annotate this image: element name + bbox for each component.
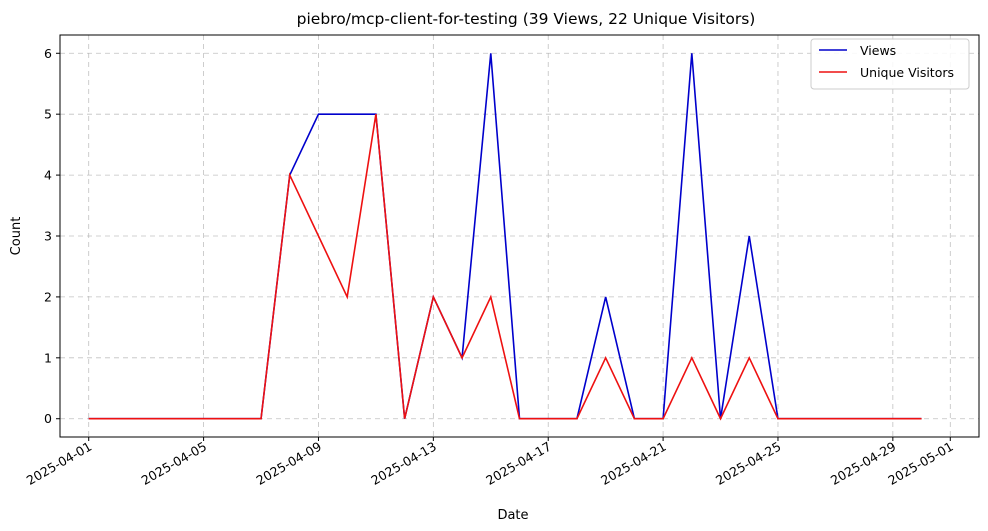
y-tick-label: 0 [44,411,52,426]
y-tick-label: 1 [44,350,52,365]
legend: Views Unique Visitors [810,38,970,90]
chart-title: piebro/mcp-client-for-testing (39 Views,… [297,10,756,28]
y-tick-label: 5 [44,107,52,122]
series-lines [88,53,922,421]
legend-label-unique-visitors: Unique Visitors [860,65,954,80]
y-axis-label: Count [9,217,24,256]
y-tick-label: 2 [44,289,52,304]
y-axis-ticks: 0 1 2 3 4 5 6 [44,46,60,426]
y-tick-label: 6 [44,46,52,61]
y-tick-label: 4 [44,168,52,183]
x-axis-label: Date [497,508,528,523]
legend-label-views: Views [860,43,896,58]
legend-box [810,38,970,90]
series-line-unique-visitors [88,114,922,421]
y-tick-label: 3 [44,229,52,244]
